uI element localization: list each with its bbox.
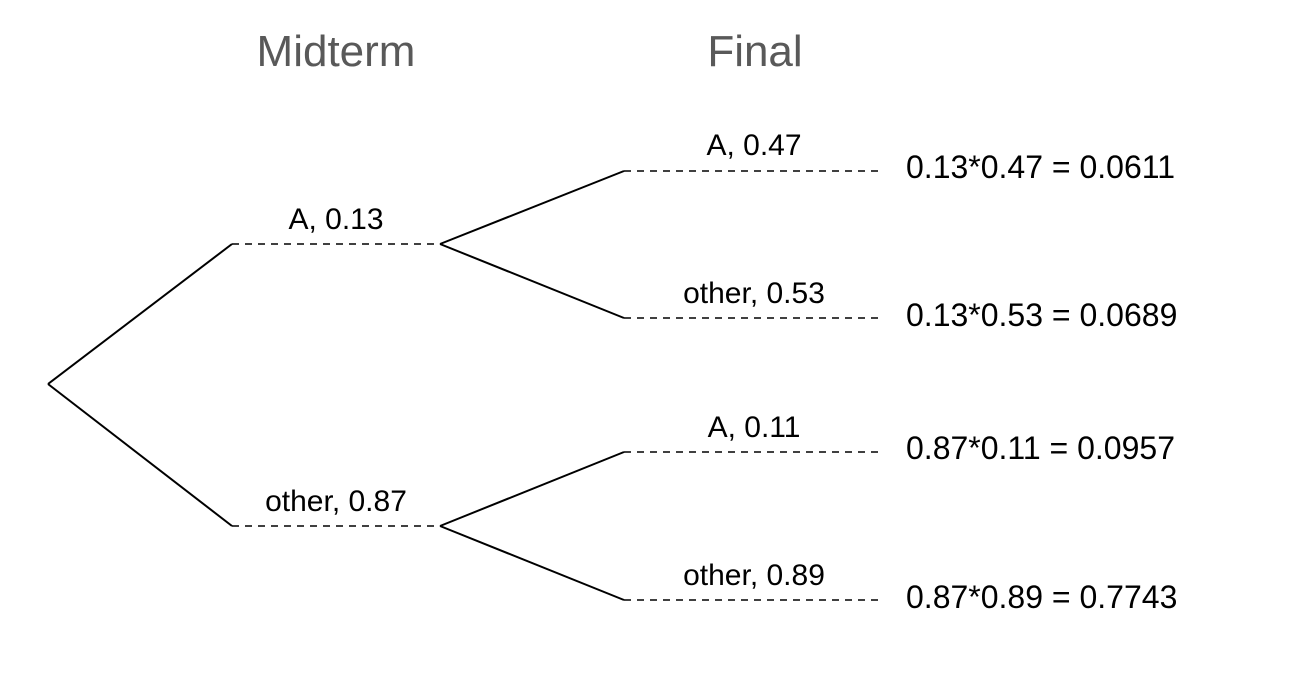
branch-line-root-to-midterm-other [47,383,233,527]
midterm-other-label: other, 0.87 [265,485,407,518]
branch-line-midterm-a-to-final-other [439,243,625,319]
branch-line-midterm-other-to-final-a [439,451,625,527]
branch-line-midterm-a-to-final-a [439,170,625,245]
outcome-a-other-product: 0.13*0.53 = 0.0689 [906,297,1177,333]
final-header: Final [707,27,802,76]
branch-line-midterm-other-to-final-other [439,525,625,601]
final-a-given-a-label: A, 0.47 [706,129,801,162]
final-other-given-a-label: other, 0.53 [683,277,825,310]
final-other-given-other-label: other, 0.89 [683,559,825,592]
outcome-a-a-product: 0.13*0.47 = 0.0611 [906,149,1175,185]
midterm-header: Midterm [257,27,416,76]
outcome-other-a-product: 0.87*0.11 = 0.0957 [906,430,1175,466]
midterm-a-label: A, 0.13 [288,203,383,236]
outcome-other-other-product: 0.87*0.89 = 0.7743 [906,579,1177,615]
branch-line-root-to-midterm-a [47,243,233,385]
final-a-given-other-label: A, 0.11 [708,411,801,444]
